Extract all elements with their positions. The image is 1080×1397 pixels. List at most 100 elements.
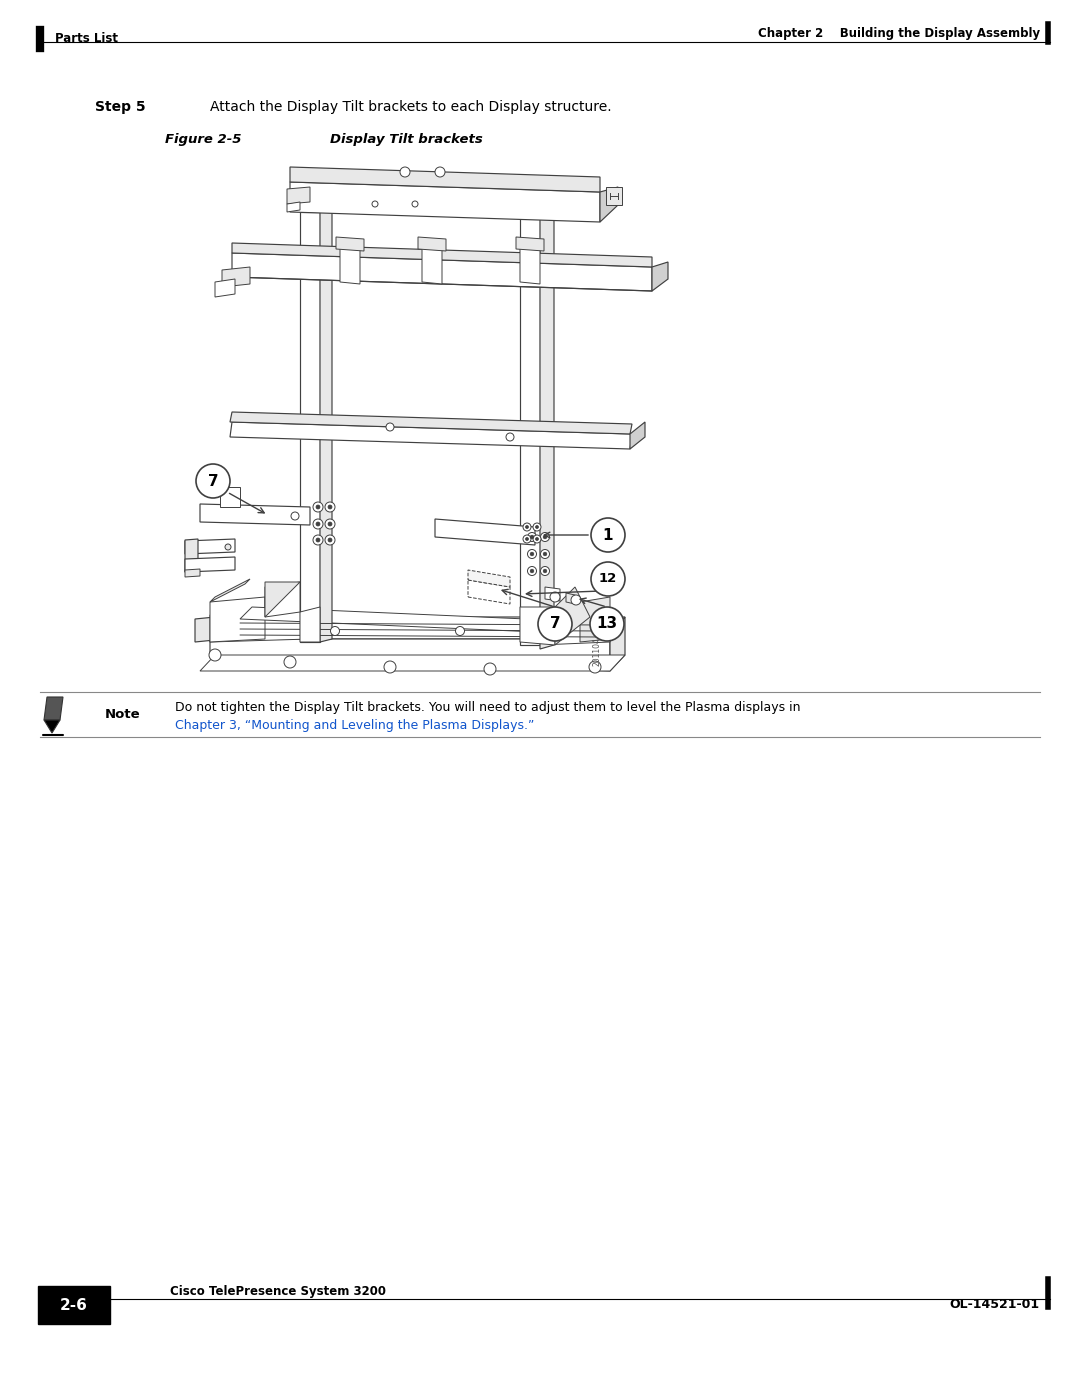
Polygon shape — [540, 215, 554, 650]
Circle shape — [523, 535, 531, 543]
Circle shape — [330, 626, 339, 636]
Polygon shape — [516, 237, 544, 251]
Circle shape — [526, 538, 528, 541]
Circle shape — [591, 518, 625, 552]
Circle shape — [328, 538, 332, 542]
Polygon shape — [200, 504, 310, 525]
Polygon shape — [44, 697, 63, 719]
Polygon shape — [630, 422, 645, 448]
Polygon shape — [265, 583, 300, 617]
Circle shape — [325, 520, 335, 529]
Circle shape — [372, 201, 378, 207]
Circle shape — [313, 502, 323, 511]
Polygon shape — [300, 212, 320, 643]
Polygon shape — [210, 578, 249, 602]
Circle shape — [589, 661, 600, 673]
Polygon shape — [210, 597, 265, 643]
Text: Parts List: Parts List — [55, 32, 118, 46]
Circle shape — [527, 549, 537, 559]
Circle shape — [435, 168, 445, 177]
Circle shape — [456, 626, 464, 636]
Polygon shape — [418, 237, 446, 251]
Circle shape — [530, 552, 534, 556]
Polygon shape — [232, 253, 652, 291]
Text: Note: Note — [105, 708, 140, 721]
Circle shape — [538, 608, 572, 641]
Polygon shape — [232, 243, 652, 267]
Circle shape — [550, 592, 561, 602]
Circle shape — [534, 535, 541, 543]
Polygon shape — [185, 557, 235, 571]
Polygon shape — [468, 580, 510, 604]
Polygon shape — [320, 210, 332, 643]
Text: Chapter 3, “Mounting and Leveling the Plasma Displays.”: Chapter 3, “Mounting and Leveling the Pl… — [175, 718, 535, 732]
Circle shape — [328, 522, 332, 527]
Polygon shape — [555, 587, 590, 645]
Circle shape — [400, 168, 410, 177]
Circle shape — [534, 522, 541, 531]
Polygon shape — [185, 539, 235, 555]
Text: 12: 12 — [599, 573, 617, 585]
Circle shape — [526, 525, 528, 528]
Polygon shape — [195, 617, 215, 643]
Circle shape — [284, 657, 296, 668]
Text: Do not tighten the Display Tilt brackets. You will need to adjust them to level : Do not tighten the Display Tilt brackets… — [175, 700, 800, 714]
Text: 201104: 201104 — [593, 637, 602, 666]
Circle shape — [523, 522, 531, 531]
Circle shape — [527, 532, 537, 542]
Polygon shape — [340, 247, 360, 284]
Circle shape — [543, 569, 546, 573]
Text: Chapter 2    Building the Display Assembly: Chapter 2 Building the Display Assembly — [758, 27, 1040, 39]
Circle shape — [590, 608, 624, 641]
Text: OL-14521-01: OL-14521-01 — [950, 1298, 1040, 1312]
Polygon shape — [519, 608, 555, 645]
Polygon shape — [185, 569, 200, 577]
Circle shape — [540, 549, 550, 559]
Circle shape — [386, 423, 394, 432]
Polygon shape — [566, 592, 575, 604]
Circle shape — [530, 569, 534, 573]
Polygon shape — [210, 638, 610, 671]
Polygon shape — [291, 168, 600, 191]
Circle shape — [195, 464, 230, 497]
Circle shape — [507, 433, 514, 441]
Circle shape — [225, 543, 231, 550]
FancyBboxPatch shape — [38, 1287, 110, 1324]
Text: Step 5: Step 5 — [95, 101, 146, 115]
Circle shape — [316, 538, 320, 542]
Circle shape — [540, 532, 550, 542]
Polygon shape — [610, 617, 625, 671]
Circle shape — [484, 664, 496, 675]
Polygon shape — [468, 570, 510, 587]
Circle shape — [316, 522, 320, 527]
Polygon shape — [336, 237, 364, 251]
Text: Display Tilt brackets: Display Tilt brackets — [330, 134, 483, 147]
Text: 7: 7 — [550, 616, 561, 631]
Polygon shape — [545, 587, 561, 601]
Polygon shape — [652, 263, 669, 291]
Circle shape — [543, 552, 546, 556]
Polygon shape — [580, 597, 610, 643]
Polygon shape — [200, 655, 625, 671]
Polygon shape — [185, 539, 198, 571]
Polygon shape — [44, 719, 60, 733]
Polygon shape — [435, 520, 535, 545]
Polygon shape — [519, 215, 540, 645]
Polygon shape — [240, 608, 572, 633]
Polygon shape — [300, 608, 320, 643]
Text: 1: 1 — [603, 528, 613, 542]
Polygon shape — [519, 247, 540, 284]
Polygon shape — [540, 617, 610, 645]
Polygon shape — [265, 583, 300, 617]
Circle shape — [313, 520, 323, 529]
Circle shape — [543, 535, 546, 539]
Polygon shape — [291, 182, 600, 222]
Circle shape — [316, 504, 320, 509]
Circle shape — [384, 661, 396, 673]
Circle shape — [540, 567, 550, 576]
Text: Figure 2-5: Figure 2-5 — [165, 134, 242, 147]
Text: 13: 13 — [596, 616, 618, 631]
Polygon shape — [222, 267, 249, 286]
Polygon shape — [600, 187, 618, 222]
Text: 2-6: 2-6 — [60, 1298, 87, 1313]
